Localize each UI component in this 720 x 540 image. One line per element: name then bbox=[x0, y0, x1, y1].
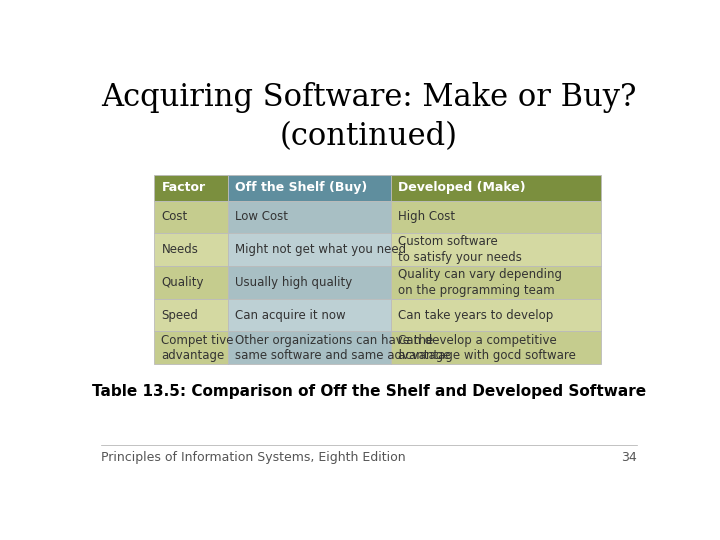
Text: Can take years to develop: Can take years to develop bbox=[398, 308, 553, 322]
Text: Needs: Needs bbox=[161, 243, 198, 256]
Bar bbox=[391, 266, 600, 299]
Bar bbox=[391, 299, 600, 332]
Text: High Cost: High Cost bbox=[398, 211, 455, 224]
Bar bbox=[154, 332, 228, 364]
Text: Principles of Information Systems, Eighth Edition: Principles of Information Systems, Eight… bbox=[101, 451, 406, 464]
Text: Acquiring Software: Make or Buy?
(continued): Acquiring Software: Make or Buy? (contin… bbox=[102, 82, 636, 152]
Bar bbox=[154, 200, 228, 233]
Text: Off the Shelf (Buy): Off the Shelf (Buy) bbox=[235, 181, 367, 194]
Bar bbox=[228, 266, 391, 299]
Text: Developed (Make): Developed (Make) bbox=[398, 181, 526, 194]
Text: Low Cost: Low Cost bbox=[235, 211, 288, 224]
Bar bbox=[391, 332, 600, 364]
Text: Can acquire it now: Can acquire it now bbox=[235, 308, 346, 322]
Text: Compet tive
advantage: Compet tive advantage bbox=[161, 334, 234, 362]
Bar bbox=[391, 233, 600, 266]
Text: Custom software
to satisfy your needs: Custom software to satisfy your needs bbox=[398, 235, 522, 264]
Bar bbox=[154, 299, 228, 332]
Text: 34: 34 bbox=[621, 451, 637, 464]
Bar bbox=[228, 200, 391, 233]
Text: Usually high quality: Usually high quality bbox=[235, 276, 352, 289]
Bar bbox=[391, 175, 600, 200]
Text: Cost: Cost bbox=[161, 211, 188, 224]
Bar bbox=[391, 200, 600, 233]
Text: Can develop a competitive
acvantage with gocd software: Can develop a competitive acvantage with… bbox=[398, 334, 576, 362]
Text: Table 13.5: Comparison of Off the Shelf and Developed Software: Table 13.5: Comparison of Off the Shelf … bbox=[92, 384, 646, 399]
Text: Quality: Quality bbox=[161, 276, 204, 289]
Bar bbox=[154, 175, 228, 200]
Bar bbox=[154, 266, 228, 299]
Text: Other organizations can have the
same software and same advantage: Other organizations can have the same so… bbox=[235, 334, 451, 362]
Text: Might not get what you need: Might not get what you need bbox=[235, 243, 406, 256]
Bar bbox=[228, 299, 391, 332]
Text: Speed: Speed bbox=[161, 308, 198, 322]
Bar bbox=[154, 233, 228, 266]
Text: Factor: Factor bbox=[161, 181, 205, 194]
Bar bbox=[228, 175, 391, 200]
Bar bbox=[228, 332, 391, 364]
Bar bbox=[228, 233, 391, 266]
Text: Quality can vary depending
on the programming team: Quality can vary depending on the progra… bbox=[398, 268, 562, 296]
